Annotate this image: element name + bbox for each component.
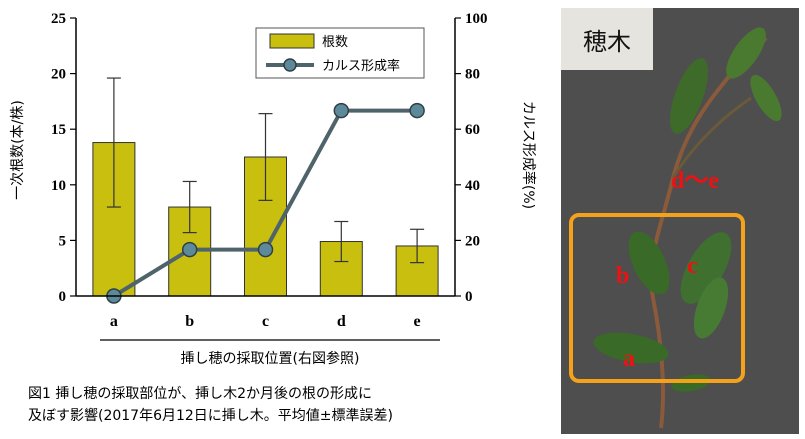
legend-line-label: カルス形成率 — [322, 58, 400, 74]
y-tick-label: 0 — [59, 289, 67, 305]
x-tick-label: d — [337, 313, 346, 330]
figure-caption-line2: 及ぼす影響(2017年6月12日に挿し木。平均値±標準誤差) — [28, 408, 394, 424]
line-point — [409, 102, 425, 119]
x-tick-label: b — [185, 313, 194, 330]
y-tick-label: 20 — [51, 67, 66, 83]
y2-tick-label: 40 — [465, 178, 480, 194]
legend-bar-label: 根数 — [322, 35, 348, 50]
cutting-region-box — [569, 213, 745, 383]
legend-bar-swatch — [269, 33, 315, 49]
y-tick-label: 5 — [59, 233, 67, 249]
bar — [319, 241, 363, 297]
x-tick-label: e — [414, 313, 421, 330]
label-b: b — [616, 263, 630, 289]
y2-axis-label: カルス形成率(%) — [520, 101, 537, 209]
line-point — [333, 102, 350, 119]
y-tick-label: 10 — [51, 178, 66, 194]
y2-tick-label: 100 — [465, 11, 488, 27]
line-point — [181, 241, 198, 258]
label-c: c — [687, 253, 698, 279]
y-tick-label: 25 — [51, 11, 66, 27]
figure-caption-line1: 図1 挿し穂の採取部位が、挿し木2か月後の根の形成に — [28, 386, 372, 402]
label-d-e: d〜e — [671, 168, 719, 194]
y2-tick-label: 0 — [465, 289, 473, 305]
legend: 根数 カルス形成率 — [255, 27, 425, 79]
x-tick-label: a — [110, 313, 118, 330]
tea-branch-illustration — [593, 27, 782, 429]
label-a: a — [623, 346, 635, 372]
x-tick-label: c — [262, 313, 269, 330]
y2-tick-label: 20 — [465, 233, 480, 249]
y2-tick-label: 60 — [465, 122, 480, 138]
y-axis-label: 一次根数(本/株) — [10, 100, 26, 200]
y-tick-label: 15 — [51, 122, 66, 138]
chart: 0 5 10 15 20 25 0 20 40 60 80 100 a b c d e 一次根数(本/株) カル… — [10, 11, 537, 367]
line-point — [257, 241, 274, 258]
legend-line-marker — [283, 58, 297, 72]
photo-title: 穂木 — [561, 8, 653, 70]
cutting-photo: 穂木 d〜e b c a — [561, 8, 799, 434]
y2-tick-label: 80 — [465, 67, 480, 83]
x-axis-label: 挿し穂の採取位置(右図参照) — [181, 350, 360, 367]
